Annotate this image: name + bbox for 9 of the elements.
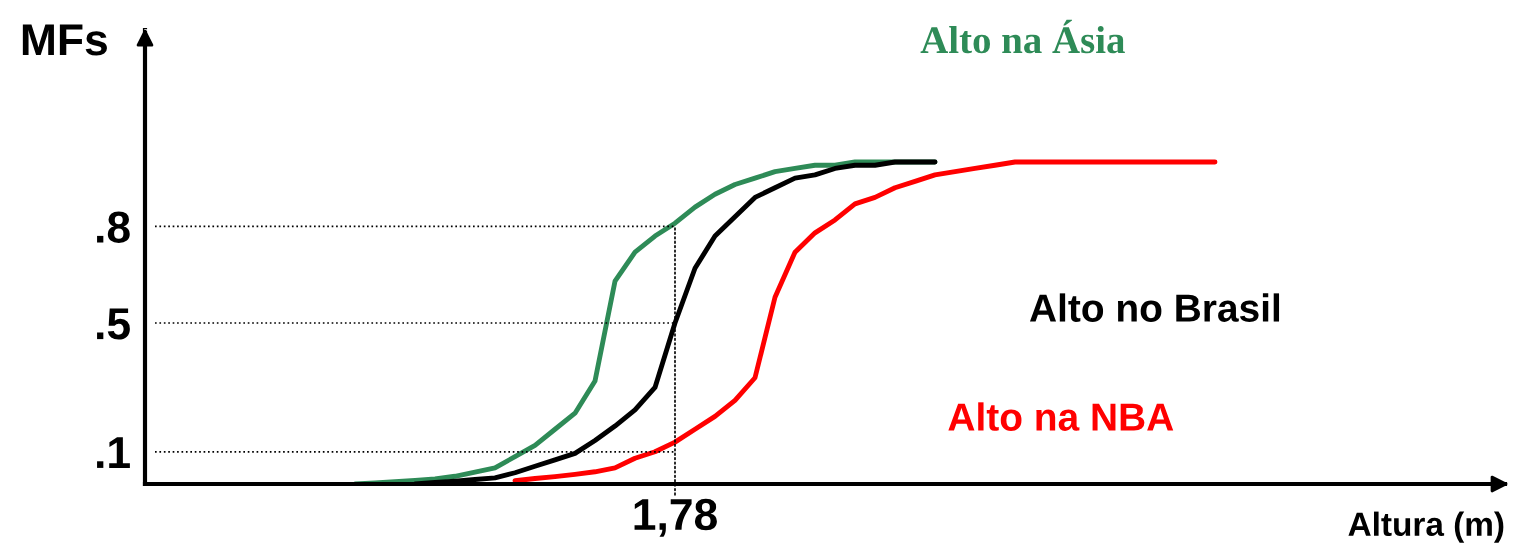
text: 1,78 (634, 498, 717, 537)
y-axis-title: MFs (22, 24, 107, 56)
y-tick-label: .1 (97, 437, 130, 468)
text: Alto na Ásia (920, 19, 1125, 54)
x-axis-title: Altura (m) (1348, 511, 1504, 543)
y-tick-label: .5 (97, 308, 130, 340)
text: Alto no Brasil (1029, 293, 1280, 322)
y-tick-label: .8 (97, 211, 130, 243)
text: Alto na NBA (948, 402, 1174, 431)
